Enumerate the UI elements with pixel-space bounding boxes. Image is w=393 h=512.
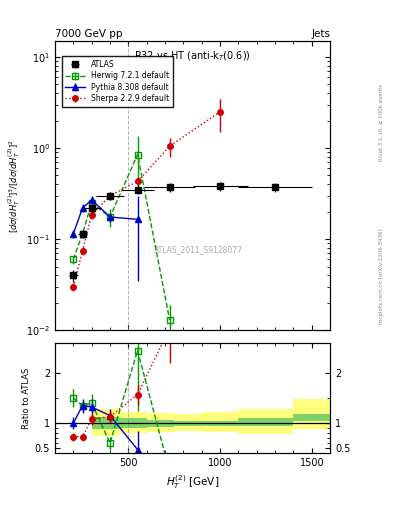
Text: mcplots.cern.ch [arXiv:1306.3436]: mcplots.cern.ch [arXiv:1306.3436] <box>379 229 384 324</box>
Text: Rivet 3.1.10, ≥ 100k events: Rivet 3.1.10, ≥ 100k events <box>379 84 384 161</box>
Text: Jets: Jets <box>311 29 330 39</box>
Text: R32 vs HT (anti-k$_T$(0.6)): R32 vs HT (anti-k$_T$(0.6)) <box>134 50 251 63</box>
Text: ATLAS_2011_S9128077: ATLAS_2011_S9128077 <box>154 245 242 254</box>
X-axis label: $H_T^{(2)}$ [GeV]: $H_T^{(2)}$ [GeV] <box>166 474 219 492</box>
Legend: ATLAS, Herwig 7.2.1 default, Pythia 8.308 default, Sherpa 2.2.9 default: ATLAS, Herwig 7.2.1 default, Pythia 8.30… <box>62 56 173 107</box>
Y-axis label: $[d\sigma/dH_T^{(2)}]^3 / [d\sigma/dH_T^{(2)}]^2$: $[d\sigma/dH_T^{(2)}]^3 / [d\sigma/dH_T^… <box>7 139 22 232</box>
Y-axis label: Ratio to ATLAS: Ratio to ATLAS <box>22 368 31 429</box>
Text: 7000 GeV pp: 7000 GeV pp <box>55 29 123 39</box>
